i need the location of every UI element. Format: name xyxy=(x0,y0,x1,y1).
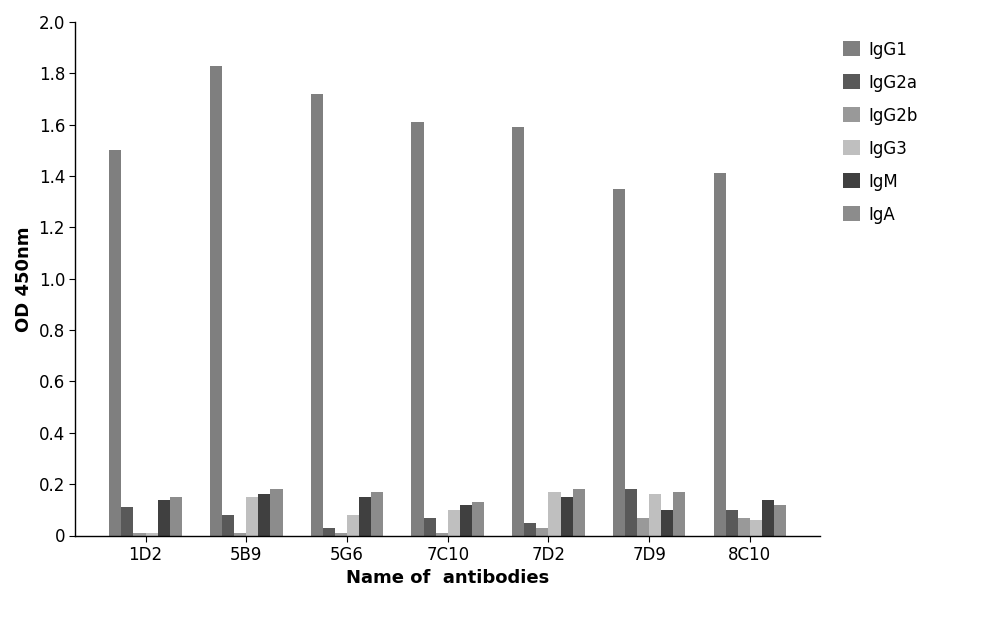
Bar xyxy=(424,517,436,536)
Bar xyxy=(109,151,121,536)
Bar xyxy=(133,533,146,536)
Bar xyxy=(738,517,750,536)
Bar xyxy=(335,533,347,536)
Bar xyxy=(673,492,685,536)
Bar xyxy=(246,497,258,536)
Bar xyxy=(613,189,625,536)
Bar xyxy=(170,497,182,536)
Bar xyxy=(270,490,283,536)
X-axis label: Name of  antibodies: Name of antibodies xyxy=(346,570,549,587)
Bar xyxy=(121,507,133,536)
Bar xyxy=(448,510,460,536)
Bar xyxy=(762,500,774,536)
Bar xyxy=(258,495,270,536)
Bar xyxy=(411,122,424,536)
Bar xyxy=(637,517,649,536)
Bar xyxy=(436,533,448,536)
Bar xyxy=(371,492,383,536)
Bar xyxy=(234,533,246,536)
Bar xyxy=(524,523,536,536)
Bar xyxy=(625,490,637,536)
Bar xyxy=(750,520,762,536)
Bar xyxy=(573,490,585,536)
Bar xyxy=(472,502,484,536)
Bar xyxy=(714,173,726,536)
Bar xyxy=(222,515,234,535)
Bar xyxy=(512,127,524,536)
Legend: IgG1, IgG2a, IgG2b, IgG3, IgM, IgA: IgG1, IgG2a, IgG2b, IgG3, IgM, IgA xyxy=(843,40,918,224)
Bar xyxy=(347,515,359,535)
Bar xyxy=(460,505,472,536)
Bar xyxy=(146,533,158,536)
Bar xyxy=(359,497,371,536)
Bar xyxy=(726,510,738,536)
Bar xyxy=(536,528,548,536)
Bar xyxy=(649,495,661,536)
Bar xyxy=(774,505,786,536)
Bar xyxy=(561,497,573,536)
Bar xyxy=(548,492,561,536)
Bar xyxy=(311,94,323,536)
Y-axis label: OD 450nm: OD 450nm xyxy=(15,226,33,331)
Bar xyxy=(210,66,222,536)
Bar xyxy=(323,528,335,536)
Bar xyxy=(158,500,170,536)
Bar xyxy=(661,510,673,536)
